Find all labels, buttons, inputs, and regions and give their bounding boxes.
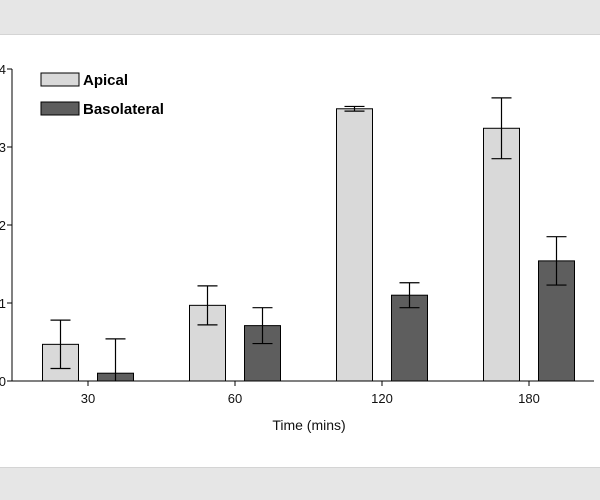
bar-apical-180 [483, 127, 520, 382]
x-tick-label: 180 [518, 391, 540, 406]
legend-swatch-apical [40, 72, 80, 87]
bar-basolateral-180 [538, 260, 575, 382]
legend-swatch-basolateral [40, 101, 80, 116]
bar-basolateral-120 [391, 294, 428, 382]
y-tick-label: 0 [0, 374, 6, 389]
x-tick-label: 120 [371, 391, 393, 406]
bar-basolateral-60 [244, 325, 281, 382]
chart-legend: Apical Basolateral [40, 72, 164, 118]
x-tick-label: 30 [81, 391, 95, 406]
y-tick-label: 1 [0, 296, 6, 311]
y-tick-label: 3 [0, 140, 6, 155]
y-tick-label: 2 [0, 218, 6, 233]
legend-label-apical: Apical [83, 72, 128, 89]
chart-bars [42, 108, 575, 382]
x-axis-ticks: 30 60 120 180 [81, 381, 540, 406]
bar-apical-120 [336, 108, 373, 382]
chart-error-bars [50, 97, 567, 381]
y-tick-label: 4 [0, 62, 6, 77]
x-axis-title: Time (mins) [272, 417, 345, 433]
y-axis-ticks: 0 1 2 3 4 [0, 62, 12, 389]
legend-label-basolateral: Basolateral [83, 101, 164, 118]
x-tick-label: 60 [228, 391, 242, 406]
